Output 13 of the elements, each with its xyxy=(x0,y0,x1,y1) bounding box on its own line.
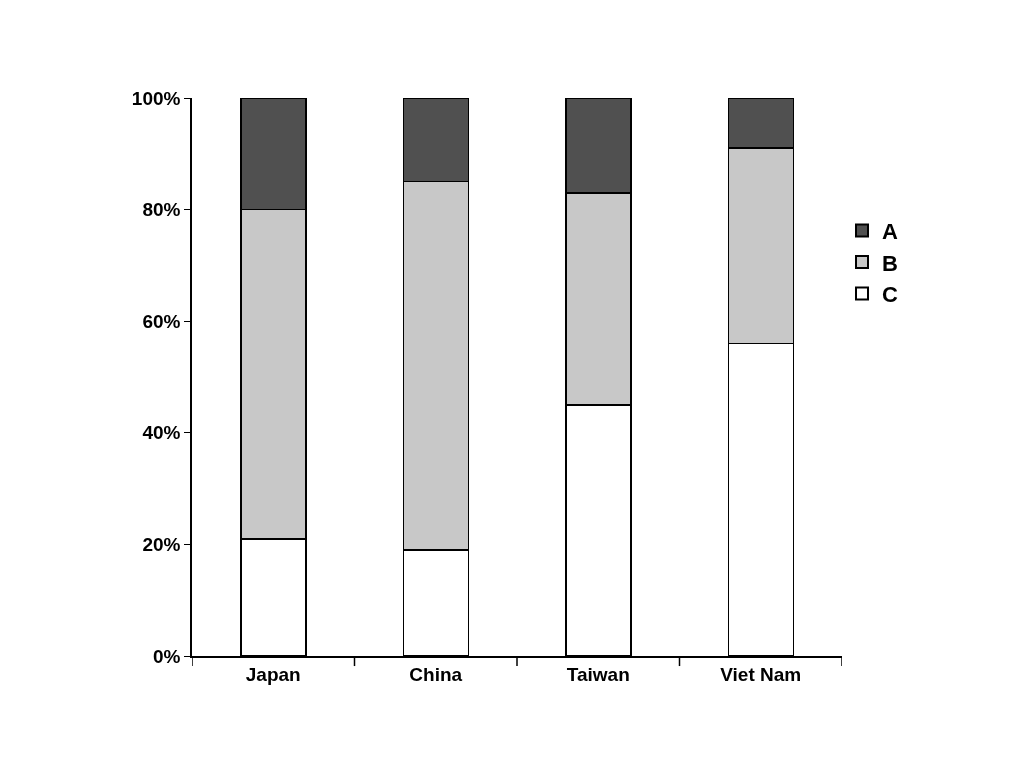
y-tick-label: 20% xyxy=(142,534,181,556)
legend-label: C xyxy=(882,282,898,308)
y-tick-label: 80% xyxy=(142,199,181,221)
legend-label: B xyxy=(882,250,898,276)
y-tick-label: 40% xyxy=(142,422,181,444)
y-tick-label: 0% xyxy=(152,645,181,667)
x-tick-label: Japan xyxy=(245,663,301,685)
x-tick-label: Taiwan xyxy=(566,663,630,685)
legend-label: A xyxy=(882,218,898,244)
y-tick-label: 100% xyxy=(131,87,181,109)
x-tick-label: Viet Nam xyxy=(720,663,802,685)
x-tick-label: China xyxy=(409,663,463,685)
y-tick-label: 60% xyxy=(142,310,181,332)
